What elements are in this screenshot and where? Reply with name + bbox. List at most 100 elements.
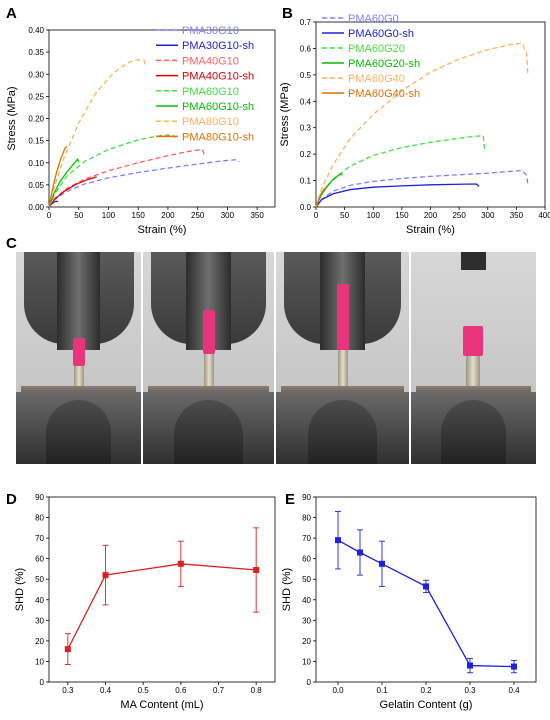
series-line-pma40g10: [48, 148, 206, 208]
y-tick-label: 0.25: [28, 92, 44, 101]
x-axis-label: Strain (%): [406, 224, 455, 236]
legend-entry: PMA30G10: [182, 25, 239, 37]
series-line-d-0: [67, 563, 257, 650]
y-tick-label: 70: [302, 534, 311, 543]
y-tick-label: 20: [302, 637, 311, 646]
chart-e: 0.0 0.1 0.2 0.3 0.4 0 10 20 30 40 50 60 70 80 90 Gelati…: [281, 493, 537, 711]
y-axis-label: Stress (MPa): [6, 86, 18, 150]
x-tick-label: 150: [132, 211, 146, 220]
y-tick-label: 70: [35, 534, 44, 543]
panel-label-d: D: [6, 491, 17, 508]
y-tick-label: 0.05: [28, 181, 44, 190]
legend-entry: PMA80G10-sh: [182, 131, 254, 143]
panel-label-b: B: [282, 5, 293, 22]
y-tick-label: 0.4: [300, 97, 312, 106]
y-tick-label: 0.35: [28, 48, 44, 57]
panel-label-c: C: [6, 235, 17, 252]
series-line-pma80g10-sh: [48, 145, 68, 208]
data-point: [102, 572, 109, 579]
series-line-pma40g10-sh: [48, 176, 97, 208]
y-tick-label: 0.0: [300, 203, 312, 212]
y-tick-label: 0.40: [28, 26, 44, 35]
x-tick-label: 0.3: [62, 686, 74, 695]
legend-entry: PMA60G20-sh: [348, 58, 420, 70]
data-point: [423, 583, 429, 590]
legend-entry: PMA60G0-sh: [348, 28, 414, 40]
data-point: [379, 560, 385, 567]
data-point: [335, 537, 341, 544]
x-tick-label: 0.7: [213, 686, 225, 695]
x-tick-label: 100: [102, 211, 116, 220]
legend-entry: PMA60G10: [182, 86, 239, 98]
legend-entry: PMA30G10-sh: [182, 40, 254, 52]
legend-entry: PMA60G0: [348, 13, 399, 25]
y-tick-label: 30: [302, 616, 311, 625]
legend-entry: PMA60G40: [348, 73, 405, 85]
y-tick-label: 10: [35, 657, 44, 666]
x-tick-label: 0.5: [138, 686, 150, 695]
y-tick-label: 0: [307, 678, 312, 687]
data-point: [511, 663, 517, 670]
x-tick-label: 0.3: [464, 686, 476, 695]
x-tick-label: 0: [314, 211, 319, 220]
chart-b: 0 50 100 150 200 250 300 350 400 0.0 0.1 0.2 0.3 0.4 0…: [279, 13, 550, 236]
y-tick-label: 0.15: [28, 137, 44, 146]
y-tick-label: 0.6: [300, 44, 312, 53]
y-tick-label: 0.2: [300, 150, 312, 159]
legend-entry: PMA60G20: [348, 43, 405, 55]
series-line-pma60g10: [48, 134, 176, 208]
x-tick-label: 250: [452, 211, 466, 220]
data-point: [357, 549, 363, 556]
legend-entry: PMA40G10-sh: [182, 71, 254, 83]
x-tick-label: 200: [161, 211, 175, 220]
y-tick-label: 0.1: [300, 177, 312, 186]
x-tick-label: 300: [221, 211, 235, 220]
x-tick-label: 0.4: [508, 686, 520, 695]
panel-label-a: A: [6, 5, 17, 22]
y-tick-label: 50: [302, 575, 311, 584]
x-axis-label: Gelatin Content (g): [380, 699, 473, 711]
x-axis-label: MA Content (mL): [120, 699, 203, 711]
x-tick-label: 0.2: [420, 686, 432, 695]
y-tick-label: 0.20: [28, 115, 44, 124]
y-tick-label: 40: [302, 596, 311, 605]
series-line-pma60g10-sh: [48, 157, 80, 208]
legend-entry: PMA80G10: [182, 116, 239, 128]
y-axis-label: SHD (%): [14, 568, 26, 611]
series-line-e-0: [337, 539, 515, 668]
x-tick-label: 350: [250, 211, 264, 220]
legend-entry: PMA60G10-sh: [182, 101, 254, 113]
y-tick-label: 60: [35, 555, 44, 564]
plot-frame-d: [48, 496, 276, 683]
x-tick-label: 250: [191, 211, 205, 220]
x-tick-label: 0.4: [100, 686, 112, 695]
x-tick-label: 50: [340, 211, 349, 220]
y-tick-label: 40: [35, 596, 44, 605]
x-tick-label: 0.0: [332, 686, 344, 695]
panel-label-e: E: [285, 491, 295, 508]
data-point: [253, 566, 260, 573]
legend-entry: PMA60G40-sh: [348, 88, 420, 100]
data-point: [64, 646, 71, 653]
y-tick-label: 0: [40, 678, 45, 687]
y-tick-label: 90: [35, 493, 44, 502]
x-tick-label: 100: [367, 211, 381, 220]
y-axis-label: SHD (%): [281, 568, 293, 611]
y-tick-label: 60: [302, 555, 311, 564]
x-tick-label: 0: [47, 211, 52, 220]
x-tick-label: 50: [74, 211, 83, 220]
series-line-pma30g10: [48, 158, 240, 208]
y-tick-label: 0.3: [300, 124, 312, 133]
y-tick-label: 20: [35, 637, 44, 646]
y-tick-label: 0.7: [300, 18, 312, 27]
tensile-photo-1: [16, 252, 141, 464]
series-line-pma60g0: [315, 169, 529, 208]
series-line-pma60g0-sh: [315, 183, 480, 208]
y-tick-label: 80: [35, 514, 44, 523]
series-line-pma80g10: [48, 58, 147, 208]
y-tick-label: 90: [302, 493, 311, 502]
x-tick-label: 0.8: [251, 686, 263, 695]
x-tick-label: 300: [481, 211, 495, 220]
x-tick-label: 350: [510, 211, 524, 220]
